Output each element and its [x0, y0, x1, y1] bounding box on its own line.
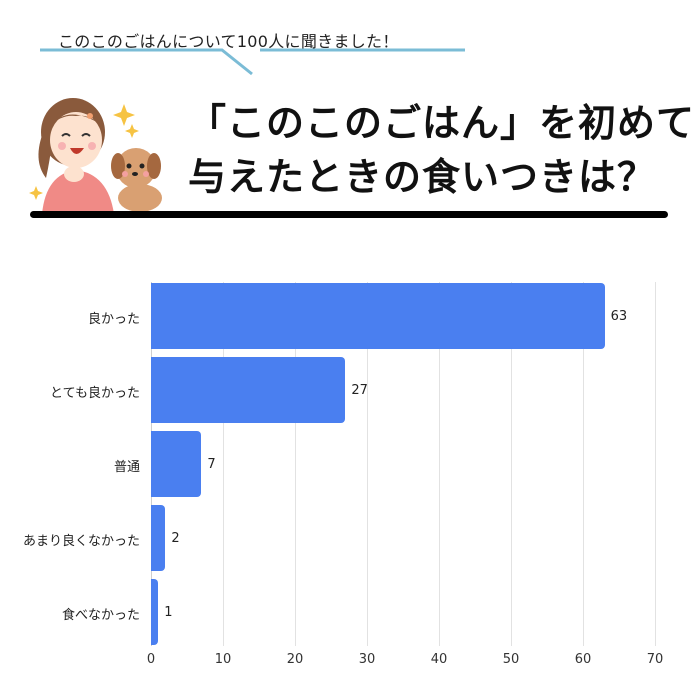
bar [151, 283, 605, 349]
bar [151, 505, 166, 571]
bar [151, 431, 202, 497]
bar-chart: 良かった とても良かった 普通 あまり良くなかった 食べなかった 63 27 7… [0, 270, 700, 700]
x-tick: 10 [214, 652, 232, 667]
x-tick: 50 [502, 652, 520, 667]
x-tick: 40 [430, 652, 448, 667]
x-tick: 60 [574, 652, 592, 667]
gridline-30 [367, 282, 368, 646]
bar-value-label: 27 [351, 383, 368, 398]
gridline-20 [295, 282, 296, 646]
gridline-60 [583, 282, 584, 646]
bar [151, 357, 346, 423]
gridline-40 [439, 282, 440, 646]
title-underline [30, 211, 668, 218]
category-label: 良かった [87, 312, 140, 327]
category-label: あまり良くなかった [22, 534, 140, 549]
bar [151, 579, 159, 645]
gridline-10 [223, 282, 224, 646]
category-label: とても良かった [50, 386, 140, 401]
bar-value-label: 2 [171, 531, 180, 546]
title-line-1: 「このこのごはん」を初めて [188, 101, 696, 145]
woman-and-dog-illustration [29, 98, 162, 214]
bar-value-label: 1 [164, 605, 173, 620]
category-label: 食べなかった [61, 608, 140, 623]
category-label: 普通 [113, 460, 140, 475]
x-tick: 30 [358, 652, 376, 667]
title-line-2: 与えたときの食いつきは？ [188, 155, 657, 199]
speech-bubble-line [40, 48, 465, 76]
x-tick: 70 [646, 652, 664, 667]
bar-value-label: 7 [207, 457, 216, 472]
x-tick: 0 [146, 652, 156, 667]
x-tick: 20 [286, 652, 304, 667]
gridline-50 [511, 282, 512, 646]
page-title: 「このこのごはん」を初めて 与えたときの食いつきは？ [188, 96, 695, 204]
gridline-70 [655, 282, 656, 646]
bar-value-label: 63 [610, 309, 628, 324]
survey-subtitle: このこのごはんについて100人に聞きました！ [58, 32, 399, 51]
